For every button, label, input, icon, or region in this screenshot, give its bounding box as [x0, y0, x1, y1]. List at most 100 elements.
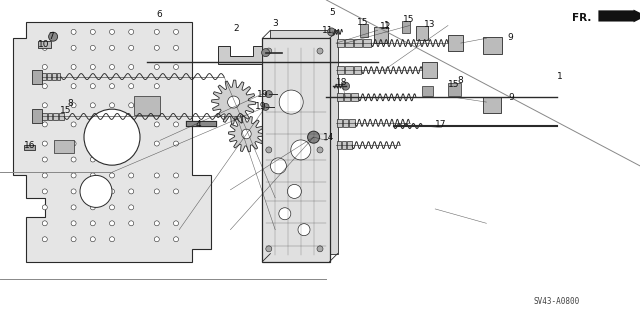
- Bar: [42, 73, 46, 80]
- Circle shape: [109, 122, 115, 127]
- Circle shape: [173, 237, 179, 242]
- FancyArrow shape: [598, 10, 640, 22]
- Text: 17: 17: [435, 120, 447, 129]
- Bar: [337, 141, 341, 149]
- Text: 3: 3: [272, 19, 278, 28]
- Circle shape: [129, 221, 134, 226]
- Circle shape: [42, 189, 47, 194]
- Circle shape: [129, 141, 134, 146]
- Circle shape: [42, 45, 47, 50]
- Circle shape: [109, 237, 115, 242]
- Circle shape: [42, 173, 47, 178]
- Circle shape: [71, 173, 76, 178]
- Polygon shape: [212, 80, 255, 124]
- Circle shape: [90, 141, 95, 146]
- Text: 18: 18: [336, 78, 348, 87]
- Circle shape: [173, 45, 179, 50]
- Circle shape: [173, 122, 179, 127]
- Text: 1: 1: [557, 72, 563, 81]
- Circle shape: [173, 173, 179, 178]
- Circle shape: [109, 141, 115, 146]
- Bar: [337, 93, 343, 101]
- Bar: [59, 113, 63, 120]
- Circle shape: [42, 103, 47, 108]
- Circle shape: [173, 141, 179, 146]
- Bar: [47, 73, 51, 80]
- Bar: [483, 97, 501, 113]
- Circle shape: [266, 91, 272, 98]
- Circle shape: [317, 147, 323, 153]
- Text: 5: 5: [330, 8, 335, 17]
- Circle shape: [109, 84, 115, 89]
- Text: SV43-A0800: SV43-A0800: [534, 297, 580, 306]
- Text: 4: 4: [195, 120, 201, 129]
- Circle shape: [129, 205, 134, 210]
- Bar: [42, 113, 47, 120]
- Circle shape: [90, 45, 95, 50]
- Circle shape: [42, 237, 47, 242]
- Bar: [262, 38, 330, 262]
- Circle shape: [317, 246, 323, 252]
- Circle shape: [42, 141, 47, 146]
- Circle shape: [90, 122, 95, 127]
- Circle shape: [90, 84, 95, 89]
- Circle shape: [287, 184, 301, 198]
- Bar: [422, 62, 437, 78]
- Text: 15: 15: [403, 15, 415, 24]
- Text: 19: 19: [257, 90, 269, 99]
- Circle shape: [154, 29, 159, 34]
- Bar: [54, 140, 74, 153]
- Circle shape: [90, 29, 95, 34]
- Text: 7: 7: [48, 32, 54, 41]
- Circle shape: [109, 45, 115, 50]
- Circle shape: [262, 48, 269, 57]
- Circle shape: [90, 103, 95, 108]
- Circle shape: [109, 189, 115, 194]
- Bar: [343, 119, 348, 127]
- Circle shape: [71, 64, 76, 70]
- Circle shape: [328, 28, 335, 36]
- Bar: [351, 93, 358, 101]
- Bar: [347, 141, 351, 149]
- Bar: [354, 39, 362, 47]
- Circle shape: [90, 221, 95, 226]
- Polygon shape: [218, 46, 262, 64]
- Bar: [353, 66, 361, 74]
- Circle shape: [154, 237, 159, 242]
- Bar: [134, 96, 160, 115]
- Text: 11: 11: [322, 26, 333, 35]
- Circle shape: [242, 129, 252, 139]
- Circle shape: [42, 221, 47, 226]
- Circle shape: [262, 103, 269, 110]
- Circle shape: [270, 158, 287, 174]
- Bar: [363, 39, 371, 47]
- Circle shape: [298, 224, 310, 236]
- Circle shape: [71, 84, 76, 89]
- Circle shape: [90, 64, 95, 70]
- Circle shape: [308, 131, 319, 143]
- Circle shape: [80, 175, 112, 207]
- Text: 6: 6: [157, 10, 163, 19]
- Circle shape: [154, 84, 159, 89]
- Circle shape: [71, 103, 76, 108]
- Circle shape: [109, 221, 115, 226]
- Circle shape: [279, 90, 303, 114]
- Circle shape: [154, 173, 159, 178]
- Text: 14: 14: [323, 133, 335, 142]
- Bar: [53, 113, 58, 120]
- Circle shape: [71, 205, 76, 210]
- Bar: [374, 27, 388, 43]
- Circle shape: [109, 103, 115, 108]
- Bar: [448, 35, 463, 51]
- Circle shape: [279, 208, 291, 220]
- Circle shape: [317, 48, 323, 54]
- Circle shape: [84, 109, 140, 165]
- Text: 2: 2: [234, 24, 239, 33]
- Circle shape: [109, 205, 115, 210]
- Circle shape: [342, 82, 349, 90]
- Circle shape: [154, 221, 159, 226]
- Text: 16: 16: [24, 141, 36, 150]
- Text: 9: 9: [509, 93, 515, 102]
- Circle shape: [90, 173, 95, 178]
- Circle shape: [90, 237, 95, 242]
